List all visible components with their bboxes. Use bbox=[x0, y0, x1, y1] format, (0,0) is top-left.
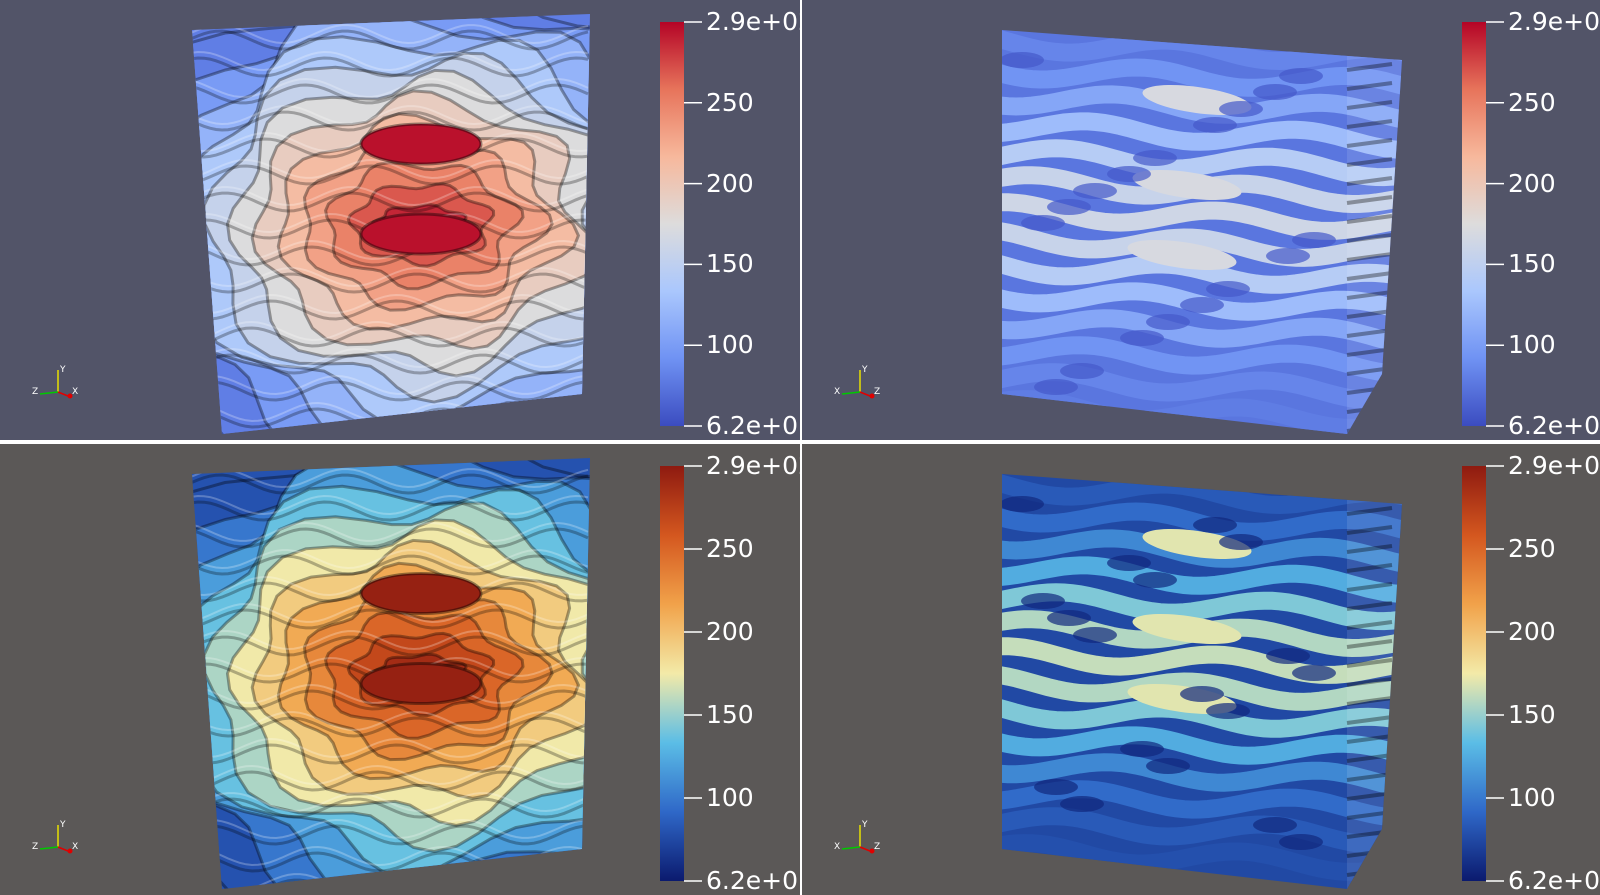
colorbar-tick-label: 100 bbox=[1508, 330, 1556, 360]
colorbar-tick-label: 100 bbox=[1508, 783, 1556, 812]
colorbar-tick-label: 100 bbox=[706, 783, 754, 812]
colorbar-max-label: 2.9e+02 bbox=[1508, 7, 1600, 36]
render-viewport-bottom-right[interactable]: Y X Z 2.9e+02 250 200 150 100 6.2e+01 bbox=[802, 444, 1600, 895]
colorbar-min-label: 6.2e+01 bbox=[1508, 866, 1600, 895]
colorbar-min-label: 6.2e+01 bbox=[706, 411, 800, 440]
isosurface-block bbox=[192, 458, 590, 889]
colorbar bbox=[660, 22, 684, 426]
colorbar bbox=[660, 466, 684, 881]
volume-render: Y X Z bbox=[834, 21, 1504, 434]
colorbar-tick-label: 200 bbox=[1508, 168, 1556, 198]
axis-label-right: Z bbox=[874, 842, 880, 852]
orientation-axes-icon: Y X Z bbox=[834, 365, 880, 399]
viewport-divider-vertical bbox=[800, 0, 802, 895]
colorbar-tick-label: 150 bbox=[706, 700, 754, 729]
colorbar-tick-label: 150 bbox=[706, 249, 754, 279]
colorbar-max-label: 2.9e+02 bbox=[1508, 451, 1600, 480]
colorbar-tick-label: 250 bbox=[1508, 534, 1556, 563]
axis-label-up: Y bbox=[861, 365, 868, 375]
colorbar-tick-label: 250 bbox=[1508, 87, 1556, 117]
render-viewport-top-left[interactable]: Y Z X 2.9e+02 250 200 150 100 6.2e+01 bbox=[0, 0, 800, 440]
isosurface-block bbox=[1002, 30, 1402, 434]
axis-label-up: Y bbox=[59, 365, 66, 375]
axis-label-left: Z bbox=[32, 842, 38, 852]
colorbar-tick-label: 100 bbox=[706, 330, 754, 360]
colorbar bbox=[1462, 22, 1486, 426]
colorbar-min-label: 6.2e+01 bbox=[706, 866, 800, 895]
axis-label-up: Y bbox=[59, 820, 66, 830]
volume-render: Y Z X bbox=[32, 14, 702, 434]
isosurface-block bbox=[1002, 474, 1402, 889]
colorbar-tick-label: 200 bbox=[706, 617, 754, 646]
volume-render: Y X Z bbox=[834, 465, 1504, 889]
colorbar-tick-label: 250 bbox=[706, 534, 754, 563]
axis-label-left: X bbox=[834, 387, 840, 397]
orientation-axes-icon: Y Z X bbox=[32, 365, 78, 399]
axis-label-right: X bbox=[72, 842, 78, 852]
colorbar-max-label: 2.9e+02 bbox=[706, 7, 800, 36]
axis-label-up: Y bbox=[861, 820, 868, 830]
colorbar-tick-label: 200 bbox=[1508, 617, 1556, 646]
orientation-axes-icon: Y Z X bbox=[32, 820, 78, 854]
volume-render: Y Z X bbox=[32, 458, 702, 889]
axis-label-right: Z bbox=[874, 387, 880, 397]
colorbar-tick-label: 250 bbox=[706, 87, 754, 117]
render-viewport-top-right[interactable]: Y X Z 2.9e+02 250 200 150 100 6.2e+01 bbox=[802, 0, 1600, 440]
colorbar-tick-label: 150 bbox=[1508, 249, 1556, 279]
colorbar-min-label: 6.2e+01 bbox=[1508, 411, 1600, 440]
viewport-divider-horizontal bbox=[0, 440, 1600, 444]
colorbar-tick-label: 150 bbox=[1508, 700, 1556, 729]
axis-label-right: X bbox=[72, 387, 78, 397]
colorbar-max-label: 2.9e+02 bbox=[706, 451, 800, 480]
colorbar bbox=[1462, 466, 1486, 881]
colorbar-tick-label: 200 bbox=[706, 168, 754, 198]
axis-label-left: X bbox=[834, 842, 840, 852]
axis-label-left: Z bbox=[32, 387, 38, 397]
orientation-axes-icon: Y X Z bbox=[834, 820, 880, 854]
render-viewport-bottom-left[interactable]: Y Z X 2.9e+02 250 200 150 100 6.2e+01 bbox=[0, 444, 800, 895]
